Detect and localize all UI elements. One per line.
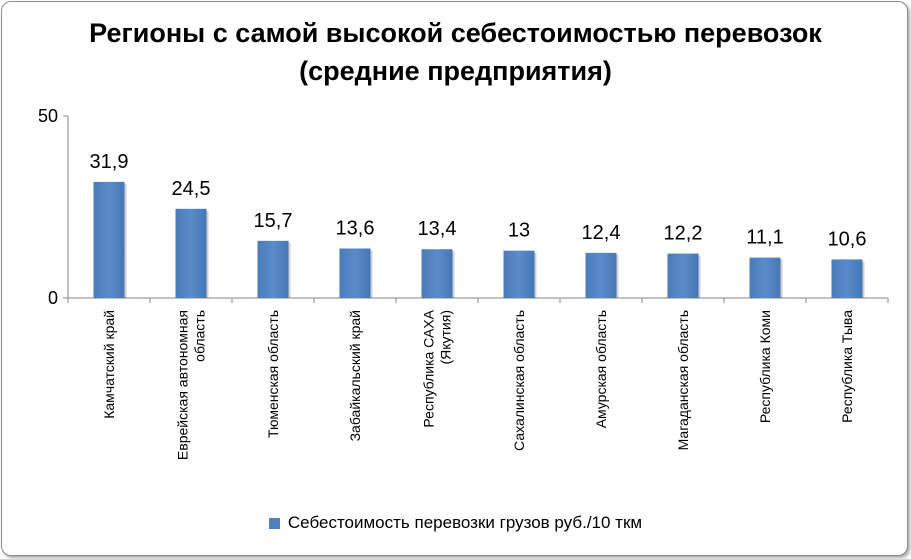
y-tick-label: 0 [48, 288, 58, 308]
bar [421, 249, 453, 298]
category-label: Тюменская область [265, 310, 281, 438]
data-label: 12,2 [664, 223, 703, 245]
category-label: область [192, 310, 208, 362]
chart-title-line-1: Регионы с самой высокой себестоимостью п… [89, 18, 822, 48]
category-label: Еврейская автономная [175, 310, 191, 460]
category-label: Республика САХА [421, 309, 437, 427]
data-label: 15,7 [254, 210, 293, 232]
bar [831, 259, 863, 298]
data-label: 13 [508, 220, 530, 242]
bar [667, 253, 699, 298]
bar [175, 208, 207, 298]
category-label: Амурская область [593, 310, 609, 428]
legend-label: Себестоимость перевозки грузов руб./10 т… [287, 513, 643, 532]
data-label: 31,9 [90, 151, 129, 173]
chart-legend: Себестоимость перевозки грузов руб./10 т… [0, 513, 911, 533]
category-label: (Якутия) [438, 310, 454, 365]
bar [339, 248, 371, 298]
chart-title-line-2: (средние предприятия) [299, 56, 612, 86]
legend-swatch [268, 518, 280, 529]
category-label: Камчатский край [101, 310, 117, 419]
y-tick-label: 50 [38, 106, 58, 126]
category-label: Магаданская область [675, 310, 691, 450]
bar [585, 252, 617, 298]
chart-title: Регионы с самой высокой себестоимостью п… [0, 14, 911, 90]
category-label: Республика Тыва [839, 310, 855, 423]
bar [503, 250, 535, 298]
bar [749, 257, 781, 298]
category-label: Республика Коми [757, 310, 773, 423]
data-label: 13,4 [418, 218, 457, 240]
data-label: 13,6 [336, 217, 375, 239]
data-label: 10,6 [828, 228, 867, 250]
category-label: Сахалинская область [511, 310, 527, 451]
data-label: 12,4 [582, 222, 621, 244]
data-label: 24,5 [172, 178, 211, 200]
category-label: Забайкальский край [347, 310, 363, 441]
bar [93, 181, 125, 298]
data-label: 11,1 [746, 227, 783, 249]
bar [257, 240, 289, 298]
